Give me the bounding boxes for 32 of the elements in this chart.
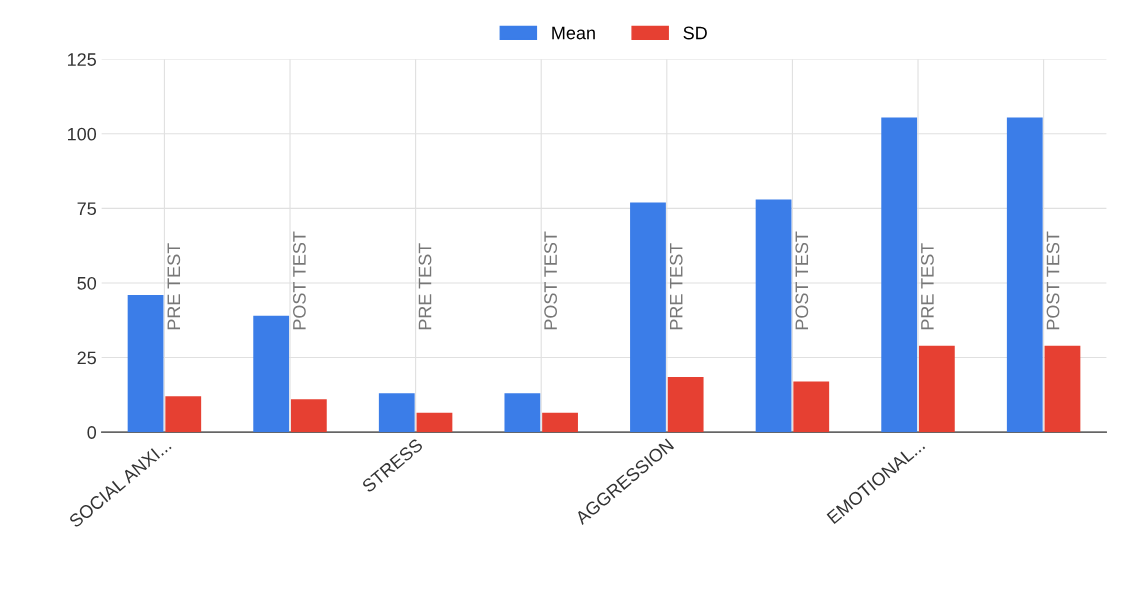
- y-tick-label: 100: [68, 127, 97, 141]
- bar: [416, 412, 453, 433]
- bar: [127, 294, 164, 433]
- bar: [253, 315, 290, 433]
- bar: [667, 376, 704, 433]
- annotation: PRE TEST: [669, 243, 683, 330]
- annotation: POST TEST: [795, 231, 809, 330]
- bar: [918, 345, 955, 433]
- bar: [542, 412, 578, 433]
- bar: [378, 393, 415, 433]
- annotation: PRE TEST: [921, 243, 934, 330]
- bar: [504, 393, 541, 433]
- bar: [793, 381, 830, 433]
- annotation: POST TEST: [1046, 231, 1060, 330]
- annotation: POST TEST: [293, 231, 306, 330]
- y-tick-label: 0: [87, 426, 97, 439]
- bar: [1044, 345, 1081, 433]
- bar: [630, 202, 666, 433]
- y-tick-label: 75: [77, 202, 96, 216]
- y-tick-label: 50: [77, 276, 97, 290]
- annotation: PRE TEST: [167, 243, 181, 330]
- bar: [1006, 117, 1043, 433]
- legend-label: SD: [683, 26, 707, 40]
- annotation: PRE TEST: [418, 243, 432, 330]
- bar: [290, 399, 327, 433]
- legend-label: Mean: [552, 26, 595, 40]
- bar: [755, 199, 792, 433]
- annotation: POST TEST: [544, 231, 557, 330]
- bar: [881, 117, 918, 433]
- y-tick-label: 125: [68, 53, 96, 66]
- bar: [165, 396, 202, 433]
- y-tick-label: 25: [77, 351, 96, 365]
